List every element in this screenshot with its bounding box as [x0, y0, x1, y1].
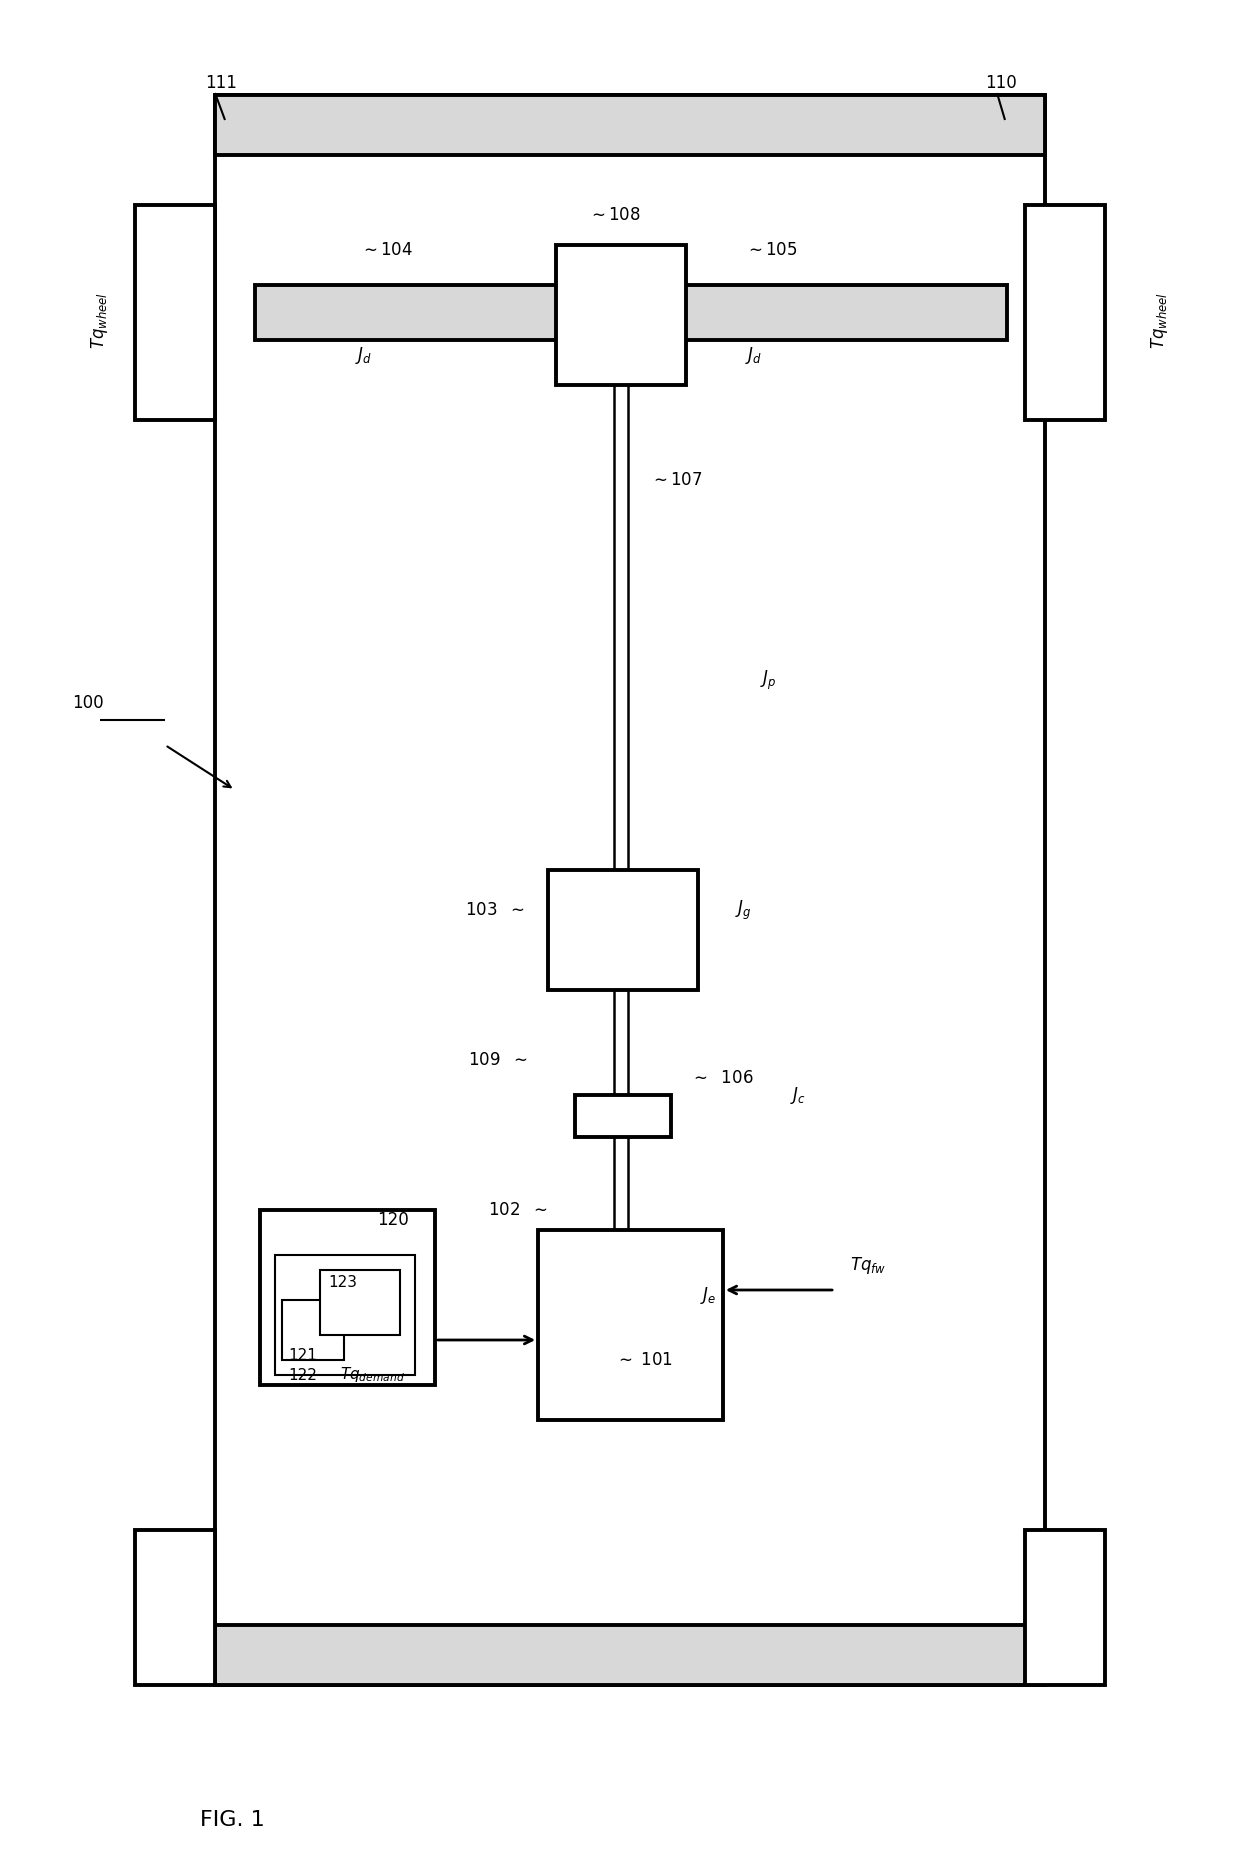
Text: 121: 121 — [288, 1348, 317, 1362]
Bar — [548, 870, 698, 990]
Bar — [255, 285, 1007, 341]
Bar — [556, 244, 686, 385]
Text: $J_e$: $J_e$ — [701, 1285, 717, 1305]
Text: $\sim$107: $\sim$107 — [650, 470, 703, 489]
Text: $J_p$: $J_p$ — [760, 668, 776, 692]
Text: $\sim$104: $\sim$104 — [360, 241, 413, 259]
Bar — [1025, 1531, 1105, 1684]
Text: 110: 110 — [985, 74, 1017, 93]
Bar — [275, 1255, 415, 1375]
Bar — [215, 94, 1045, 1684]
Text: $\sim$105: $\sim$105 — [745, 241, 797, 259]
Bar — [538, 1231, 723, 1420]
Text: $J_d$: $J_d$ — [745, 344, 763, 365]
Text: 122: 122 — [288, 1368, 317, 1383]
Text: $Tq_{fw}$: $Tq_{fw}$ — [849, 1255, 887, 1275]
Bar — [135, 1531, 215, 1684]
Text: $\sim$108: $\sim$108 — [588, 205, 641, 224]
Text: 109  $\sim$: 109 $\sim$ — [467, 1051, 528, 1070]
Bar — [215, 94, 1045, 155]
Text: $J_d$: $J_d$ — [355, 344, 372, 365]
Text: 102  $\sim$: 102 $\sim$ — [489, 1201, 548, 1220]
Text: 120: 120 — [377, 1211, 409, 1229]
Bar — [1025, 205, 1105, 420]
Text: 100: 100 — [72, 694, 104, 713]
Bar — [575, 1096, 671, 1137]
Bar — [215, 1625, 1045, 1684]
Text: 103  $\sim$: 103 $\sim$ — [465, 901, 525, 918]
Text: $Tq_{demand}$: $Tq_{demand}$ — [340, 1364, 404, 1385]
Text: $Tq_{wheel}$: $Tq_{wheel}$ — [1149, 291, 1171, 348]
Text: $J_c$: $J_c$ — [790, 1085, 806, 1105]
Text: 111: 111 — [205, 74, 237, 93]
Text: $\sim$ 101: $\sim$ 101 — [615, 1351, 673, 1370]
Bar — [135, 205, 215, 420]
Text: $J_g$: $J_g$ — [735, 898, 751, 922]
Text: FIG. 1: FIG. 1 — [200, 1810, 265, 1831]
Bar — [320, 1270, 401, 1335]
Bar — [260, 1211, 435, 1385]
Text: 123: 123 — [329, 1275, 357, 1290]
Text: $\sim$  106: $\sim$ 106 — [689, 1070, 754, 1087]
Bar — [281, 1299, 343, 1360]
Text: $Tq_{wheel}$: $Tq_{wheel}$ — [89, 291, 110, 348]
